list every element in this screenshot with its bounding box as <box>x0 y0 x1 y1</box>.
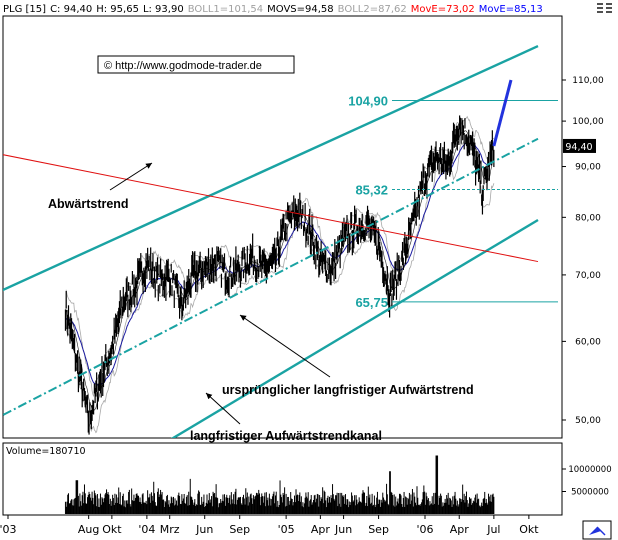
y-tick-label: 50,00 <box>575 416 601 426</box>
x-tick-label: '05 <box>278 523 295 536</box>
annotation-original-uptrend: ursprünglicher langfristiger Aufwärtstre… <box>222 314 474 397</box>
x-tick-label: Sep <box>368 523 389 536</box>
header-field: MovE=85,13 <box>479 4 543 15</box>
annotation-text: ursprünglicher langfristiger Aufwärtstre… <box>222 383 474 397</box>
x-tick-label: Mrz <box>160 523 180 536</box>
header-field: MOVS=94,58 <box>267 4 334 15</box>
x-tick-label: Okt <box>102 523 122 536</box>
annotation-arrow <box>239 314 331 378</box>
x-tick-label: '04 <box>138 523 155 536</box>
window-controls[interactable] <box>597 3 612 13</box>
x-tick-label: Jun <box>334 523 352 536</box>
x-tick-label: Apr <box>450 523 470 536</box>
price-axis: 50,00 60,00 70,00 80,00 90,00 100,00 110,00 94,… <box>561 16 604 438</box>
price-panel: 104,90 85,32 65,75 © http://www.godmode-tra… <box>2 15 563 443</box>
header-bar: PLG [15] C: 94,40 H: 95,65 L: 93,90 BOLL1=10… <box>0 0 618 16</box>
current-price-label: 94,40 <box>565 142 592 153</box>
header-field: BOLL2=87,62 <box>338 4 407 15</box>
annotation-channel: langfristiger Aufwärtstrendkanal <box>190 392 382 443</box>
header-field: BOLL1=101,54 <box>188 4 263 15</box>
x-tick-label: '06 <box>416 523 433 536</box>
header-field: PLG [15] <box>3 4 46 15</box>
header-field: C: 94,40 <box>50 4 92 15</box>
downtrend-line <box>3 154 539 263</box>
current-price-tag <box>563 138 596 153</box>
x-tick-label: Apr <box>311 523 331 536</box>
time-axis: '03 Aug Okt '04 Mrz Jun Sep '05 Apr Jun Sep '06 Apr J… <box>0 515 539 536</box>
volume-tick-label: 10000000 <box>568 465 611 475</box>
y-tick-label: 100,00 <box>572 117 604 127</box>
annotation-arrow <box>109 162 153 191</box>
y-tick-label: 90,00 <box>575 163 601 173</box>
copyright-text: © http://www.godmode-trader.de <box>104 60 262 72</box>
header-values: PLG [15] C: 94,40 H: 95,65 L: 93,90 BOLL1=10… <box>3 4 543 15</box>
annotation-text: Abwärtstrend <box>48 197 129 211</box>
channel-upper-line <box>3 44 539 292</box>
y-tick-label: 110,00 <box>572 76 604 86</box>
header-field: L: 93,90 <box>143 4 184 15</box>
x-tick-label: Jun <box>195 523 213 536</box>
y-tick-label: 60,00 <box>575 337 601 347</box>
annotation-text: langfristiger Aufwärtstrendkanal <box>190 429 382 443</box>
header-field: MovE=73,02 <box>411 4 475 15</box>
x-tick-label: Sep <box>229 523 250 536</box>
x-tick-label: '03 <box>0 523 17 536</box>
volume-tick-label: 5000000 <box>571 488 609 498</box>
copyright-box: © http://www.godmode-trader.de <box>97 55 295 74</box>
channel-lower-line <box>170 218 539 438</box>
annotation-arrow <box>205 392 241 425</box>
header-field: H: 95,65 <box>96 4 139 15</box>
projection-arrow <box>492 79 513 147</box>
volume-label: Volume=180710 <box>6 446 86 457</box>
level-label: 65,75 <box>355 295 388 310</box>
x-tick-label: Aug <box>78 523 99 536</box>
volume-panel: Volume=180710 10000000 5000000 <box>2 442 612 516</box>
y-tick-label: 70,00 <box>575 271 601 281</box>
y-tick-label: 80,00 <box>575 213 601 223</box>
corner-tool-icon[interactable] <box>582 520 612 540</box>
annotation-downtrend: Abwärtstrend <box>48 162 153 211</box>
original-uptrend-line <box>3 137 539 417</box>
level-label: 85,32 <box>355 183 388 198</box>
x-tick-label: Okt <box>519 523 539 536</box>
x-tick-label: Jul <box>486 523 500 536</box>
level-label: 104,90 <box>348 93 388 108</box>
